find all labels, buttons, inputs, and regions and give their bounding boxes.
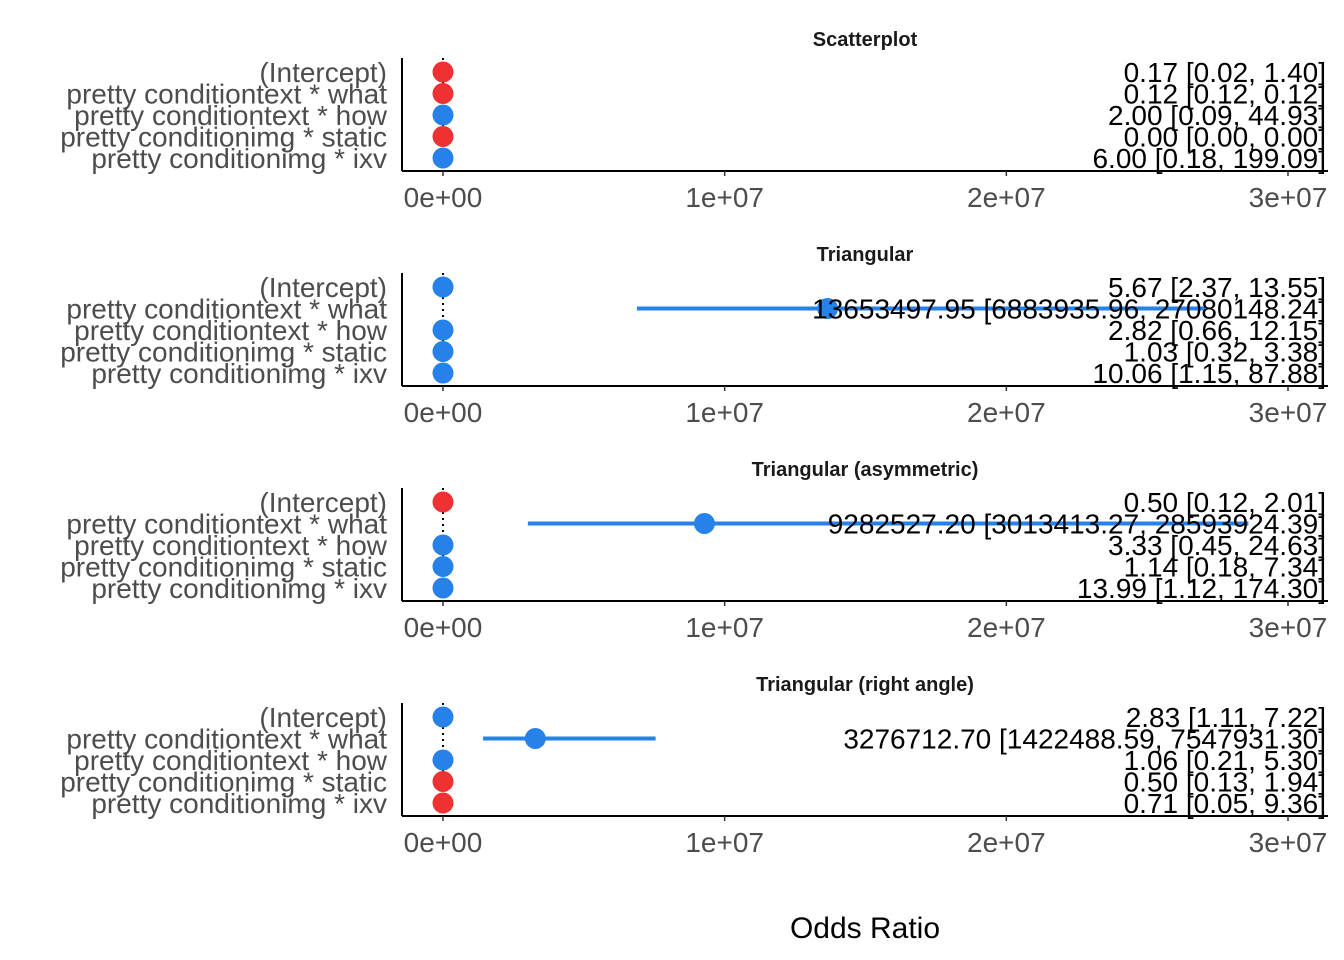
panel-4: Triangular (right angle) 0e+00 1e+07 2e+07 3…	[60, 674, 1328, 858]
x-tick-label: 0e+00	[404, 827, 483, 858]
value-label: 6.00 [0.18, 199.09]	[1092, 143, 1326, 174]
term-label: pretty conditiontext * how	[74, 530, 388, 561]
estimate-point	[432, 491, 454, 513]
estimate-point	[432, 341, 454, 362]
term-label: pretty conditionimg * static	[60, 767, 387, 798]
term-label: pretty conditiontext * what	[66, 79, 387, 110]
term-label: pretty conditionimg * static	[60, 337, 387, 368]
value-label: 3.33 [0.45, 24.63]	[1108, 530, 1326, 561]
term-label: pretty conditionimg * ixv	[91, 143, 387, 174]
value-label: 2.82 [0.66, 12.15]	[1108, 315, 1326, 346]
value-label: 13653497.95 [6883935.96, 27080148.24]	[812, 294, 1326, 325]
x-axis-title: Odds Ratio	[790, 912, 940, 945]
x-tick-label: 3e+07	[1249, 182, 1328, 213]
x-tick-label: 1e+07	[685, 397, 764, 428]
term-label: pretty conditiontext * what	[66, 724, 387, 755]
term-label: pretty conditionimg * ixv	[91, 358, 387, 389]
estimate-point	[432, 104, 454, 126]
estimate-point	[432, 749, 454, 771]
x-tick-label: 3e+07	[1249, 827, 1328, 858]
estimate-point	[432, 534, 454, 556]
x-tick-label: 1e+07	[685, 182, 764, 213]
estimate-point	[432, 362, 454, 384]
estimate-point	[432, 577, 454, 599]
estimate-point	[432, 792, 454, 814]
estimate-point	[693, 513, 715, 534]
x-tick-label: 3e+07	[1249, 612, 1328, 643]
x-tick-label: 1e+07	[685, 827, 764, 858]
estimate-point	[432, 83, 454, 104]
panel-3: Triangular (asymmetric) 0e+00 1e+07 2e+07 3e…	[60, 459, 1328, 643]
panel-1: Scatterplot 0e+00 1e+07 2e+07 3e+07 (Intercep…	[60, 29, 1328, 213]
estimate-point	[817, 298, 839, 319]
value-label: 2.00 [0.09, 44.93]	[1108, 100, 1326, 131]
value-label: 1.14 [0.18, 7.34]	[1124, 552, 1326, 583]
x-tick-label: 0e+00	[404, 182, 483, 213]
x-tick-label: 2e+07	[967, 182, 1046, 213]
term-label: pretty conditionimg * static	[60, 552, 387, 583]
term-label: pretty conditiontext * how	[74, 315, 388, 346]
term-label: pretty conditiontext * what	[66, 294, 387, 325]
term-label: pretty conditionimg * static	[60, 122, 387, 153]
value-label: 0.50 [0.13, 1.94]	[1124, 767, 1326, 798]
value-label: 0.12 [0.12, 0.12]	[1124, 79, 1326, 110]
x-tick-label: 2e+07	[967, 397, 1046, 428]
estimate-point	[432, 771, 454, 792]
panel-title: Triangular (asymmetric)	[752, 459, 979, 481]
term-label: (Intercept)	[259, 702, 387, 733]
x-tick-label: 2e+07	[967, 612, 1046, 643]
term-label: pretty conditionimg * ixv	[91, 573, 387, 604]
x-tick-label: 1e+07	[685, 612, 764, 643]
estimate-point	[432, 276, 454, 298]
value-label: 13.99 [1.12, 174.30]	[1077, 573, 1326, 604]
value-label: 9282527.20 [3013413.27, 28593924.39]	[828, 509, 1326, 540]
term-label: pretty conditionimg * ixv	[91, 788, 387, 819]
estimate-point	[432, 61, 454, 83]
estimate-point	[432, 126, 454, 147]
x-tick-label: 3e+07	[1249, 397, 1328, 428]
estimate-point	[432, 147, 454, 169]
value-label: 0.71 [0.05, 9.36]	[1124, 788, 1326, 819]
estimate-point	[432, 319, 454, 341]
panel-title: Triangular	[817, 244, 914, 266]
value-label: 10.06 [1.15, 87.88]	[1092, 358, 1326, 389]
estimate-point	[524, 728, 546, 749]
term-label: pretty conditiontext * what	[66, 509, 387, 540]
term-label: pretty conditiontext * how	[74, 100, 388, 131]
value-label: 0.00 [0.00, 0.00]	[1124, 122, 1326, 153]
value-label: 5.67 [2.37, 13.55]	[1108, 272, 1326, 303]
estimate-point	[432, 556, 454, 577]
value-label: 0.17 [0.02, 1.40]	[1124, 57, 1326, 88]
term-label: (Intercept)	[259, 57, 387, 88]
estimate-point	[432, 706, 454, 728]
value-label: 0.50 [0.12, 2.01]	[1124, 487, 1326, 518]
term-label: (Intercept)	[259, 487, 387, 518]
panel-2: Triangular 0e+00 1e+07 2e+07 3e+07 (Intercept…	[60, 244, 1328, 428]
x-tick-label: 0e+00	[404, 612, 483, 643]
value-label: 1.03 [0.32, 3.38]	[1124, 337, 1326, 368]
value-label: 2.83 [1.11, 7.22]	[1126, 702, 1326, 733]
value-label: 1.06 [0.21, 5.30]	[1124, 745, 1326, 776]
x-tick-label: 0e+00	[404, 397, 483, 428]
panel-title: Scatterplot	[813, 29, 918, 51]
x-tick-label: 2e+07	[967, 827, 1046, 858]
value-label: 3276712.70 [1422488.59, 7547931.30]	[843, 724, 1326, 755]
term-label: (Intercept)	[259, 272, 387, 303]
panel-title: Triangular (right angle)	[756, 674, 974, 696]
term-label: pretty conditiontext * how	[74, 745, 388, 776]
